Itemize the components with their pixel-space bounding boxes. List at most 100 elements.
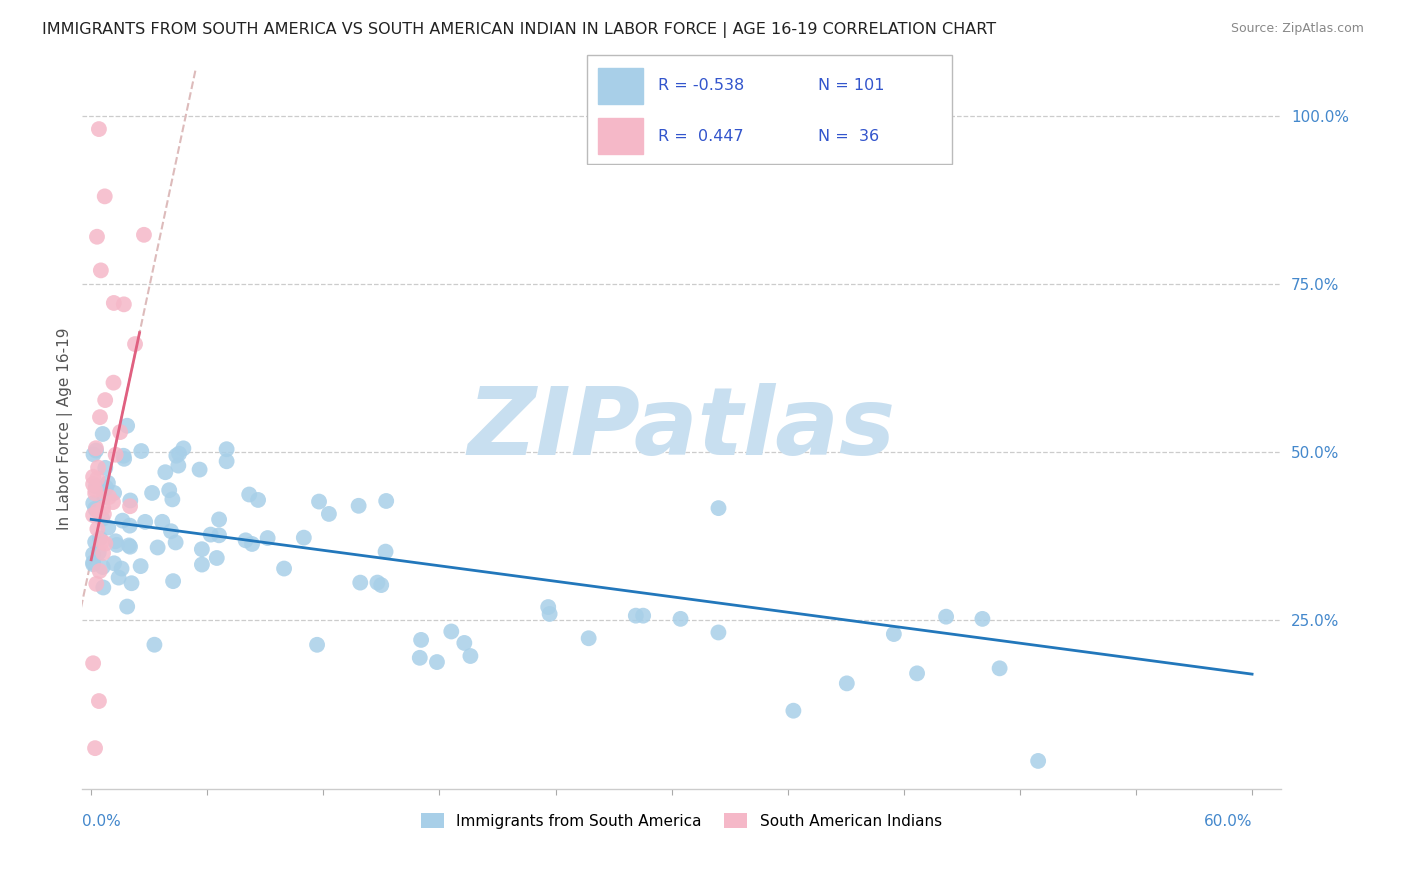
- Point: [460, 648, 482, 663]
- Point: [707, 501, 730, 516]
- Point: [835, 676, 858, 690]
- Point: [82, 496, 104, 510]
- Point: [215, 442, 238, 457]
- Point: [91, 500, 114, 515]
- Text: IMMIGRANTS FROM SOUTH AMERICA VS SOUTH AMERICAN INDIAN IN LABOR FORCE | AGE 16-1: IMMIGRANTS FROM SOUTH AMERICA VS SOUTH A…: [42, 22, 997, 38]
- Point: [93, 490, 115, 504]
- Point: [89, 410, 111, 425]
- Point: [426, 655, 449, 669]
- Point: [307, 638, 329, 652]
- Point: [167, 458, 190, 473]
- Bar: [599, 68, 643, 103]
- Point: [883, 627, 905, 641]
- Point: [86, 472, 108, 486]
- Point: [87, 694, 110, 708]
- Point: [120, 493, 142, 508]
- Point: [167, 447, 190, 461]
- Point: [86, 229, 108, 244]
- Point: [94, 481, 117, 495]
- Point: [91, 546, 114, 560]
- Point: [165, 535, 187, 549]
- Point: [129, 444, 152, 458]
- Point: [411, 632, 433, 647]
- Point: [94, 461, 117, 475]
- Point: [84, 577, 107, 591]
- Point: [94, 393, 117, 408]
- Point: [1026, 754, 1049, 768]
- Point: [905, 666, 928, 681]
- Point: [108, 425, 131, 439]
- Point: [155, 465, 177, 479]
- Point: [188, 462, 211, 476]
- Point: [318, 507, 340, 521]
- Point: [146, 541, 169, 555]
- Point: [537, 600, 560, 615]
- Point: [141, 486, 163, 500]
- Point: [87, 546, 110, 560]
- Point: [191, 542, 214, 557]
- Point: [121, 576, 143, 591]
- Point: [91, 581, 114, 595]
- Point: [89, 532, 111, 546]
- Point: [366, 575, 388, 590]
- Bar: [599, 119, 643, 154]
- Point: [238, 487, 260, 501]
- Point: [82, 556, 104, 570]
- Point: [308, 494, 330, 508]
- Point: [150, 515, 173, 529]
- Point: [157, 483, 180, 498]
- Point: [162, 492, 184, 507]
- Point: [91, 512, 114, 526]
- Point: [347, 499, 370, 513]
- Point: [84, 483, 107, 497]
- Point: [84, 443, 107, 458]
- FancyBboxPatch shape: [588, 54, 952, 164]
- Point: [120, 500, 142, 514]
- Text: R =  0.447: R = 0.447: [658, 128, 744, 144]
- Point: [669, 612, 692, 626]
- Text: ZIPatlas: ZIPatlas: [467, 383, 896, 475]
- Point: [93, 507, 115, 521]
- Point: [118, 538, 141, 552]
- Point: [82, 547, 104, 561]
- Text: 60.0%: 60.0%: [1204, 814, 1253, 829]
- Point: [87, 122, 110, 136]
- Point: [84, 741, 107, 756]
- Point: [240, 537, 263, 551]
- Text: 0.0%: 0.0%: [82, 814, 121, 829]
- Point: [349, 575, 371, 590]
- Point: [988, 661, 1011, 675]
- Point: [82, 657, 104, 671]
- Point: [247, 492, 270, 507]
- Point: [235, 533, 257, 548]
- Point: [97, 520, 120, 534]
- Point: [91, 560, 114, 574]
- Point: [91, 427, 114, 442]
- Point: [631, 608, 654, 623]
- Point: [91, 534, 114, 549]
- Point: [208, 512, 231, 526]
- Point: [115, 599, 138, 614]
- Point: [86, 503, 108, 517]
- Point: [105, 538, 128, 552]
- Text: R = -0.538: R = -0.538: [658, 78, 744, 94]
- Point: [104, 448, 127, 462]
- Point: [101, 495, 124, 509]
- Point: [84, 486, 107, 500]
- Point: [935, 609, 957, 624]
- Point: [129, 559, 152, 574]
- Point: [782, 704, 804, 718]
- Point: [134, 515, 156, 529]
- Point: [112, 297, 135, 311]
- Point: [143, 638, 166, 652]
- Point: [538, 607, 561, 621]
- Point: [84, 501, 107, 516]
- Point: [87, 460, 110, 475]
- Point: [162, 574, 184, 589]
- Point: [256, 531, 278, 545]
- Point: [103, 557, 125, 571]
- Point: [82, 470, 104, 484]
- Text: N = 101: N = 101: [818, 78, 884, 94]
- Point: [94, 536, 117, 550]
- Point: [86, 522, 108, 536]
